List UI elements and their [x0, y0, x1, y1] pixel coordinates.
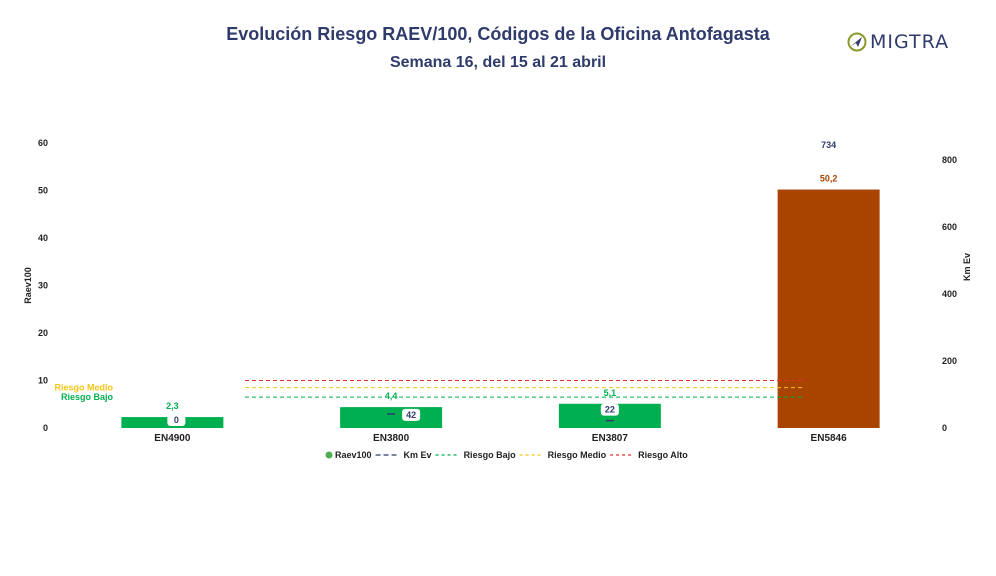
- km-data-label: 734: [821, 140, 836, 150]
- threshold-label: Riesgo Bajo: [61, 392, 114, 402]
- threshold-label: Riesgo Medio: [54, 383, 113, 393]
- km-label-box: [600, 403, 619, 416]
- y2-tick-label: 0: [942, 423, 947, 433]
- km-data-label: 42: [406, 410, 416, 420]
- km-label-box: [402, 408, 421, 421]
- x-tick-label: EN3800: [373, 433, 410, 444]
- logo-compass-icon: [847, 32, 867, 52]
- x-tick-label: EN4900: [154, 433, 191, 444]
- km-data-label: 0: [174, 415, 179, 425]
- legend-item-label: Raev100: [335, 450, 372, 460]
- raev-data-label: 4,4: [385, 391, 398, 401]
- y-tick-label: 30: [38, 281, 48, 291]
- y-tick-label: 20: [38, 328, 48, 338]
- x-tick-label: EN5846: [811, 433, 848, 444]
- chart-subtitle: Semana 16, del 15 al 21 abril: [389, 54, 607, 71]
- legend-item-label: Km Ev: [404, 450, 432, 460]
- y2-tick-label: 400: [942, 289, 957, 299]
- y-tick-label: 40: [38, 233, 48, 243]
- bar-en3800: [340, 407, 443, 428]
- y2-tick-label: 800: [942, 155, 957, 165]
- company-logo: MIGTRA: [846, 30, 949, 54]
- y-tick-label: 60: [38, 138, 48, 148]
- legend-item-label: Riesgo Bajo: [464, 450, 517, 460]
- raev-data-label: 5,1: [604, 388, 617, 398]
- bar-en5846: [777, 189, 880, 428]
- y-axis-label: Raev100: [23, 267, 33, 304]
- logo-text: MIGTRA: [870, 31, 950, 53]
- y-tick-label: 50: [38, 186, 48, 196]
- chart-title: Evolución Riesgo RAEV/100, Códigos de la…: [226, 24, 770, 44]
- y-tick-label: 0: [43, 423, 48, 433]
- y2-tick-label: 600: [942, 222, 957, 232]
- x-tick-label: EN3807: [592, 433, 629, 444]
- legend-marker-raev100: [325, 451, 333, 459]
- legend-item-label: Riesgo Medio: [548, 450, 607, 460]
- raev-data-label: 50,2: [820, 174, 838, 184]
- y-tick-label: 10: [38, 376, 48, 386]
- km-data-label: 22: [605, 405, 615, 415]
- y2-axis-label: Km Ev: [962, 253, 972, 281]
- raev-data-label: 2,3: [166, 401, 179, 411]
- legend-item-label: Riesgo Alto: [638, 450, 688, 460]
- y2-tick-label: 200: [942, 356, 957, 366]
- km-label-box: [167, 414, 186, 426]
